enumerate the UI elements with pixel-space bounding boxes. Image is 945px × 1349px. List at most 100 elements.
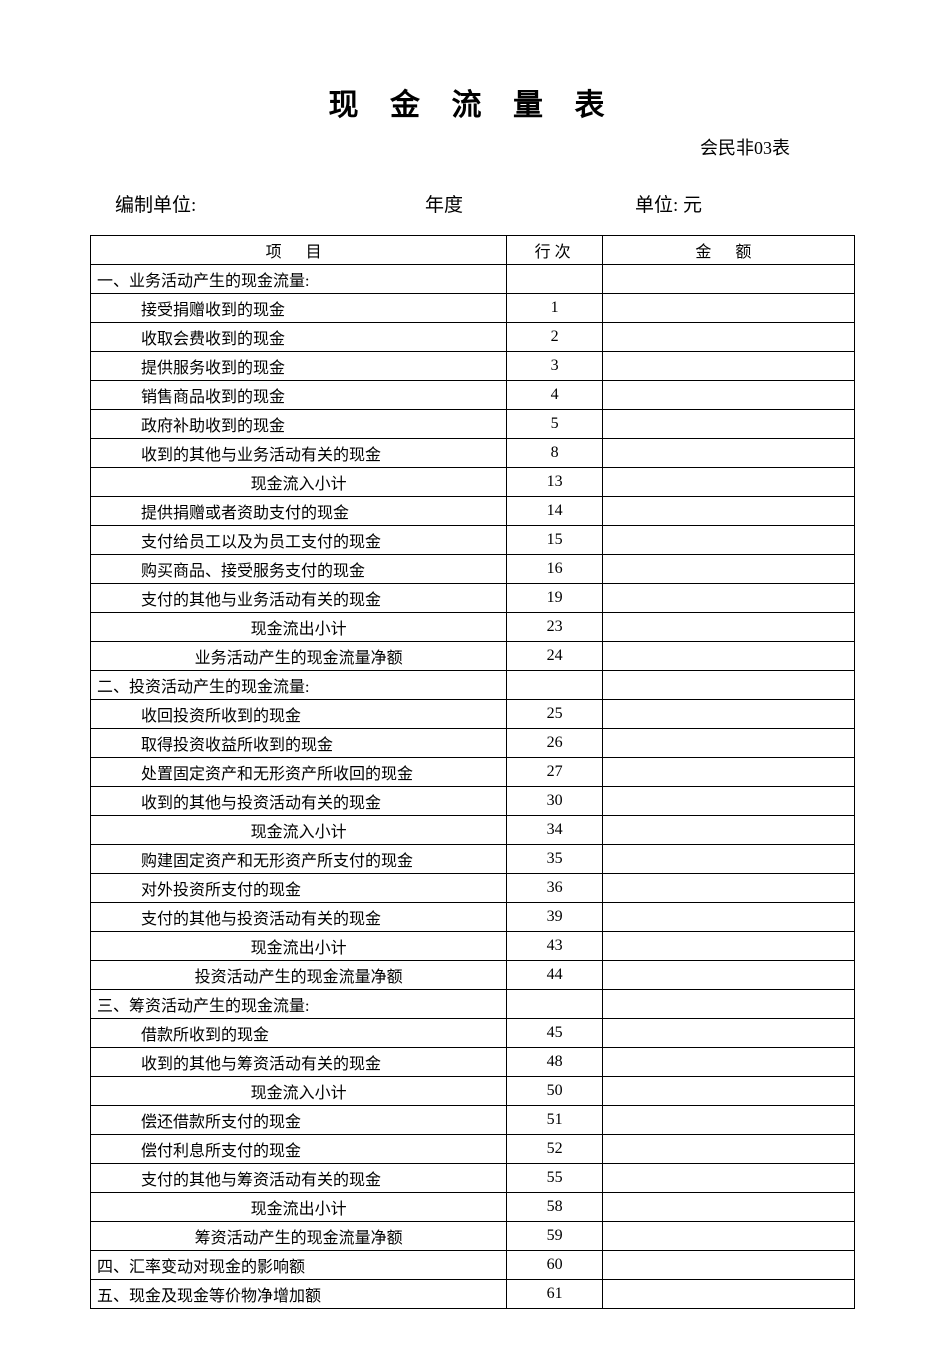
cell-amount	[602, 468, 854, 497]
cell-line: 8	[507, 439, 603, 468]
year-label: 年度	[425, 190, 635, 217]
cell-amount	[602, 758, 854, 787]
cell-item: 现金流入小计	[91, 816, 507, 845]
table-row: 收取会费收到的现金2	[91, 323, 855, 352]
cell-line	[507, 990, 603, 1019]
cell-amount	[602, 584, 854, 613]
cell-item: 投资活动产生的现金流量净额	[91, 961, 507, 990]
cell-line: 30	[507, 787, 603, 816]
cell-line	[507, 671, 603, 700]
cell-item: 处置固定资产和无形资产所收回的现金	[91, 758, 507, 787]
cell-amount	[602, 1135, 854, 1164]
cell-item: 二、投资活动产生的现金流量:	[91, 671, 507, 700]
cell-amount	[602, 555, 854, 584]
cell-amount	[602, 410, 854, 439]
table-row: 取得投资收益所收到的现金26	[91, 729, 855, 758]
table-row: 收到的其他与筹资活动有关的现金48	[91, 1048, 855, 1077]
cell-line	[507, 265, 603, 294]
table-row: 现金流出小计43	[91, 932, 855, 961]
cell-line: 1	[507, 294, 603, 323]
cell-item: 收到的其他与筹资活动有关的现金	[91, 1048, 507, 1077]
cell-line: 35	[507, 845, 603, 874]
cell-item: 收回投资所收到的现金	[91, 700, 507, 729]
cell-amount	[602, 845, 854, 874]
table-row: 二、投资活动产生的现金流量:	[91, 671, 855, 700]
cell-item: 三、筹资活动产生的现金流量:	[91, 990, 507, 1019]
cell-line: 19	[507, 584, 603, 613]
cell-item: 支付的其他与筹资活动有关的现金	[91, 1164, 507, 1193]
cell-line: 3	[507, 352, 603, 381]
cell-line: 15	[507, 526, 603, 555]
table-row: 收回投资所收到的现金25	[91, 700, 855, 729]
cell-amount	[602, 526, 854, 555]
table-row: 提供捐赠或者资助支付的现金14	[91, 497, 855, 526]
cell-line: 59	[507, 1222, 603, 1251]
table-row: 一、业务活动产生的现金流量:	[91, 265, 855, 294]
cell-amount	[602, 294, 854, 323]
cell-item: 收到的其他与投资活动有关的现金	[91, 787, 507, 816]
cell-line: 58	[507, 1193, 603, 1222]
cell-item: 筹资活动产生的现金流量净额	[91, 1222, 507, 1251]
cell-line: 2	[507, 323, 603, 352]
table-row: 支付的其他与业务活动有关的现金19	[91, 584, 855, 613]
cell-item: 支付的其他与业务活动有关的现金	[91, 584, 507, 613]
cell-line: 51	[507, 1106, 603, 1135]
cell-amount	[602, 671, 854, 700]
cell-item: 现金流出小计	[91, 932, 507, 961]
table-row: 现金流入小计50	[91, 1077, 855, 1106]
cell-item: 一、业务活动产生的现金流量:	[91, 265, 507, 294]
table-row: 筹资活动产生的现金流量净额59	[91, 1222, 855, 1251]
table-row: 四、汇率变动对现金的影响额60	[91, 1251, 855, 1280]
cell-line: 36	[507, 874, 603, 903]
cell-item: 借款所收到的现金	[91, 1019, 507, 1048]
header-item: 项 目	[91, 236, 507, 265]
table-row: 五、现金及现金等价物净增加额61	[91, 1280, 855, 1309]
cell-item: 支付给员工以及为员工支付的现金	[91, 526, 507, 555]
cell-amount	[602, 1077, 854, 1106]
cell-amount	[602, 1280, 854, 1309]
table-row: 投资活动产生的现金流量净额44	[91, 961, 855, 990]
cell-amount	[602, 497, 854, 526]
cell-amount	[602, 816, 854, 845]
cell-amount	[602, 1048, 854, 1077]
cell-line: 26	[507, 729, 603, 758]
table-row: 对外投资所支付的现金36	[91, 874, 855, 903]
cell-line: 5	[507, 410, 603, 439]
table-row: 偿还借款所支付的现金51	[91, 1106, 855, 1135]
table-row: 购建固定资产和无形资产所支付的现金35	[91, 845, 855, 874]
table-row: 支付的其他与筹资活动有关的现金55	[91, 1164, 855, 1193]
cell-amount	[602, 961, 854, 990]
cell-line: 61	[507, 1280, 603, 1309]
cashflow-table: 项 目 行次 金 额 一、业务活动产生的现金流量:接受捐赠收到的现金1收取会费收…	[90, 235, 855, 1309]
cell-amount	[602, 874, 854, 903]
cell-line: 39	[507, 903, 603, 932]
form-id: 会民非03表	[90, 134, 855, 160]
table-row: 接受捐赠收到的现金1	[91, 294, 855, 323]
cell-amount	[602, 352, 854, 381]
cell-line: 43	[507, 932, 603, 961]
cell-item: 现金流出小计	[91, 613, 507, 642]
header-amount: 金 额	[602, 236, 854, 265]
table-row: 偿付利息所支付的现金52	[91, 1135, 855, 1164]
cell-line: 60	[507, 1251, 603, 1280]
cell-item: 销售商品收到的现金	[91, 381, 507, 410]
cell-item: 五、现金及现金等价物净增加额	[91, 1280, 507, 1309]
cell-amount	[602, 381, 854, 410]
cell-amount	[602, 903, 854, 932]
unit-label: 单位: 元	[635, 190, 830, 217]
cell-line: 23	[507, 613, 603, 642]
cell-item: 接受捐赠收到的现金	[91, 294, 507, 323]
table-row: 支付给员工以及为员工支付的现金15	[91, 526, 855, 555]
cell-line: 13	[507, 468, 603, 497]
table-row: 购买商品、接受服务支付的现金16	[91, 555, 855, 584]
page-title: 现 金 流 量 表	[90, 80, 855, 124]
header-line: 行次	[507, 236, 603, 265]
cell-amount	[602, 1193, 854, 1222]
cell-line: 48	[507, 1048, 603, 1077]
cell-item: 现金流出小计	[91, 1193, 507, 1222]
cell-line: 14	[507, 497, 603, 526]
cell-line: 27	[507, 758, 603, 787]
meta-row: 编制单位: 年度 单位: 元	[90, 190, 855, 217]
table-row: 借款所收到的现金45	[91, 1019, 855, 1048]
table-row: 业务活动产生的现金流量净额24	[91, 642, 855, 671]
